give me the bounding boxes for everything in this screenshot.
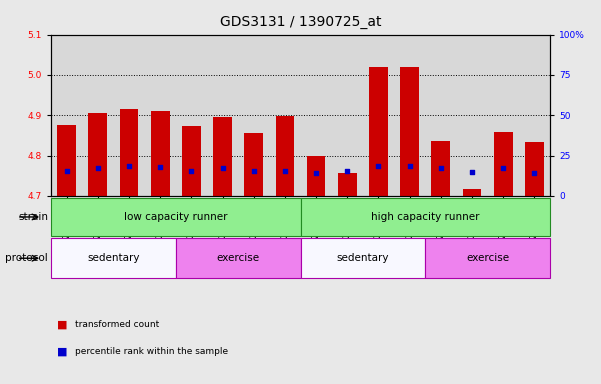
Bar (307, 156, 326, 196)
Bar (57, 125, 76, 196)
Point (186, 168, 196, 174)
Bar (238, 35, 269, 196)
Bar (426, 35, 456, 196)
Bar (114, 35, 145, 196)
Bar (463, 189, 481, 196)
Point (467, 169, 477, 175)
Bar (176, 35, 207, 196)
Bar (213, 117, 232, 196)
Bar (394, 35, 426, 196)
Text: percentile rank within the sample: percentile rank within the sample (75, 347, 228, 356)
Text: ■: ■ (57, 346, 67, 356)
Text: sedentary: sedentary (87, 253, 139, 263)
Text: exercise: exercise (466, 253, 509, 263)
Bar (276, 116, 294, 196)
Text: ■: ■ (57, 319, 67, 329)
Bar (369, 67, 388, 196)
Bar (432, 141, 450, 196)
Point (529, 170, 539, 176)
Text: sedentary: sedentary (337, 253, 389, 263)
Text: GDS3131 / 1390725_at: GDS3131 / 1390725_at (220, 15, 381, 29)
Point (405, 163, 415, 169)
Text: protocol: protocol (5, 253, 48, 263)
Point (218, 165, 227, 171)
Text: transformed count: transformed count (75, 320, 159, 329)
Bar (400, 67, 419, 196)
Text: exercise: exercise (216, 253, 260, 263)
Point (280, 168, 290, 174)
Bar (300, 35, 332, 196)
Point (124, 163, 134, 169)
Bar (182, 126, 201, 196)
Bar (51, 35, 82, 196)
Point (436, 165, 445, 171)
Bar (82, 35, 114, 196)
Point (93, 165, 103, 171)
Bar (88, 113, 107, 196)
Text: high capacity runner: high capacity runner (371, 212, 480, 222)
Point (498, 165, 508, 171)
Point (374, 163, 383, 169)
Point (311, 170, 321, 176)
Bar (269, 35, 300, 196)
Bar (363, 35, 394, 196)
Text: strain: strain (18, 212, 48, 222)
Bar (207, 35, 238, 196)
Bar (487, 35, 519, 196)
Bar (494, 132, 513, 196)
Bar (525, 142, 544, 196)
Bar (519, 35, 550, 196)
Point (249, 168, 258, 174)
Bar (120, 109, 138, 196)
Bar (245, 132, 263, 196)
Point (343, 168, 352, 174)
Text: low capacity runner: low capacity runner (124, 212, 228, 222)
Point (156, 164, 165, 170)
Bar (145, 35, 176, 196)
Bar (456, 35, 487, 196)
Bar (338, 173, 356, 196)
Bar (151, 111, 169, 196)
Bar (332, 35, 363, 196)
Point (62, 168, 72, 174)
